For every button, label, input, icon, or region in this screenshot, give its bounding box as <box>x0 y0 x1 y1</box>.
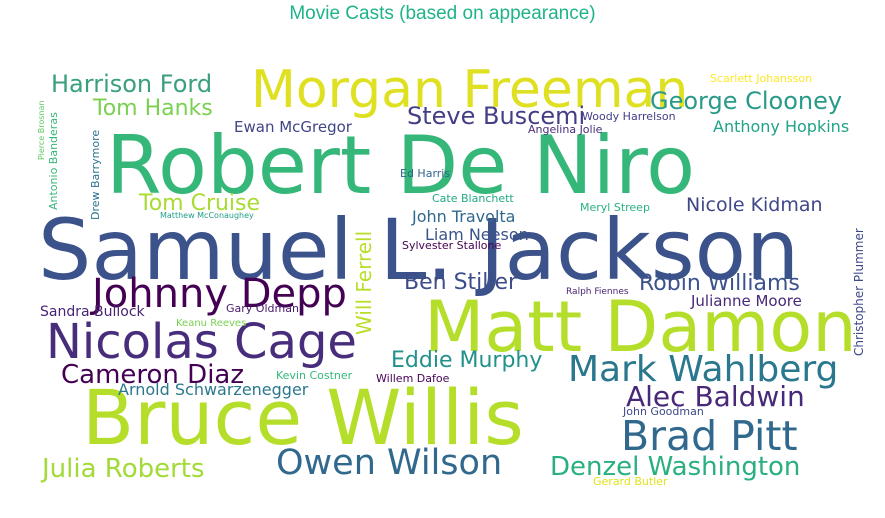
word: Arnold Schwarzenegger <box>118 380 309 399</box>
word: John Travolta <box>412 207 516 226</box>
word: Gerard Butler <box>593 475 668 488</box>
word-cloud: Robert De Niro Samuel L. Jackson Bruce W… <box>36 60 866 497</box>
word: Julianne Moore <box>691 292 802 310</box>
word: Drew Barrymore <box>89 129 102 220</box>
word: Matt Damon <box>424 286 857 368</box>
word: Tom Hanks <box>93 96 213 121</box>
word: Angelina Jolie <box>528 123 603 136</box>
word: Meryl Streep <box>580 201 650 214</box>
word: Kevin Costner <box>276 369 353 382</box>
word: Ben Stiller <box>404 270 518 295</box>
word: Samuel L. Jackson <box>38 201 800 299</box>
word: Will Ferrell <box>352 230 376 335</box>
word: Nicolas Cage <box>46 314 357 370</box>
word: Willem Dafoe <box>376 372 450 385</box>
word: Sylvester Stallone <box>402 239 502 252</box>
word: Gary Oldman <box>226 302 299 315</box>
word: Ralph Fiennes <box>566 287 629 297</box>
word: Ewan McGregor <box>234 118 352 136</box>
word: Eddie Murphy <box>391 348 543 373</box>
word: George Clooney <box>650 87 843 115</box>
word: Ed Harris <box>400 167 451 180</box>
word: Steve Buscemi <box>407 102 586 130</box>
word: Robin Williams <box>639 271 800 296</box>
word: Julia Roberts <box>42 454 205 484</box>
word: Mark Wahlberg <box>568 349 839 390</box>
word: Christopher Plummer <box>852 228 866 356</box>
word: Johnny Depp <box>92 271 347 317</box>
word: Denzel Washington <box>550 452 801 482</box>
word: Alec Baldwin <box>626 380 805 413</box>
word: Sandra Bullock <box>40 304 145 320</box>
word: Keanu Reeves <box>176 318 247 329</box>
word: Harrison Ford <box>51 70 213 98</box>
word: Antonio Banderas <box>47 112 60 210</box>
word: Matthew McConaughey <box>160 211 254 220</box>
word: John Goodman <box>623 405 704 418</box>
word: Liam Neeson <box>425 225 529 244</box>
word: Cameron Diaz <box>61 360 245 390</box>
word: Pierce Brosnan <box>37 100 46 160</box>
word: Owen Wilson <box>276 443 503 483</box>
word: Bruce Willis <box>82 373 524 462</box>
word: Anthony Hopkins <box>713 117 850 136</box>
word: Morgan Freeman <box>251 60 689 120</box>
word: Tom Cruise <box>139 191 261 216</box>
word: Robert De Niro <box>106 119 696 212</box>
word: Nicole Kidman <box>686 194 823 216</box>
word: Brad Pitt <box>621 412 798 460</box>
chart-title: Movie Casts (based on appearance) <box>289 3 596 24</box>
word: Cate Blanchett <box>432 192 514 205</box>
word: Woody Harrelson <box>582 110 676 123</box>
word: Scarlett Johansson <box>710 72 813 85</box>
